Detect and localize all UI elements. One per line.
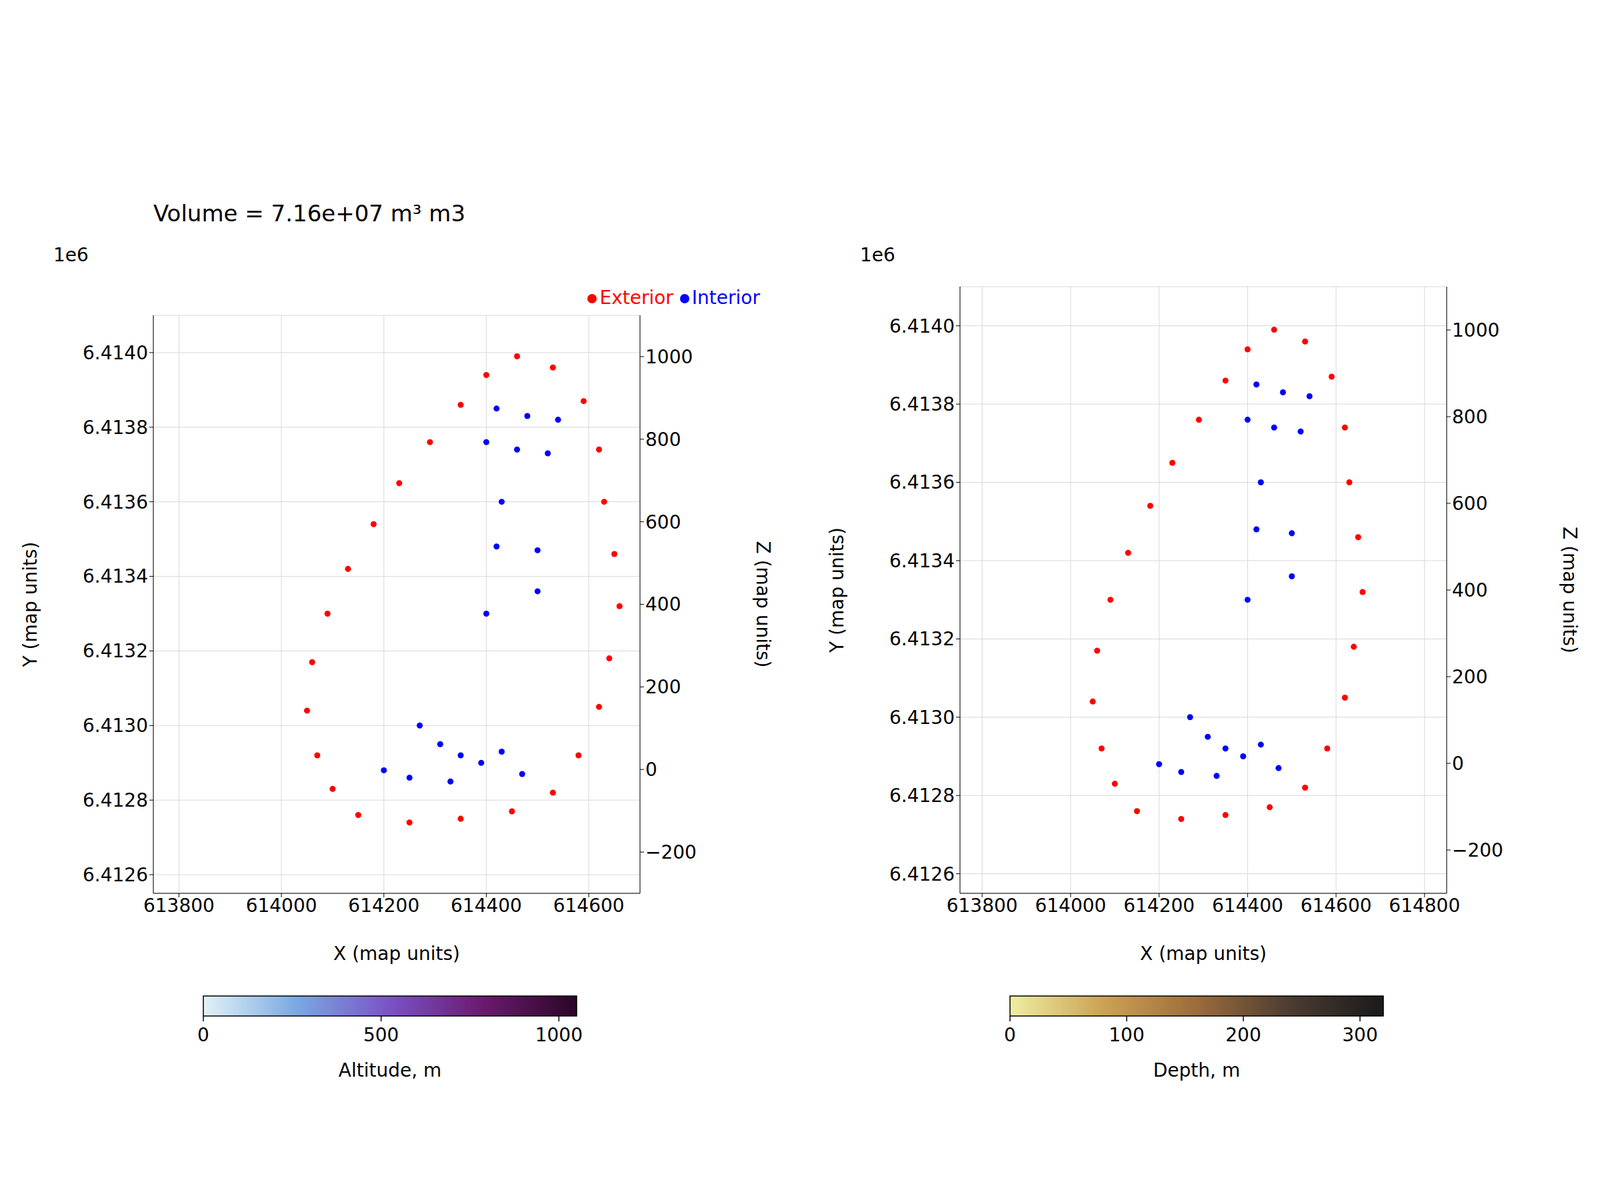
html-text:Exterior: Exterior xyxy=(599,286,674,309)
svg-text:1000: 1000 xyxy=(535,1024,583,1046)
svg-text:6.4138: 6.4138 xyxy=(82,416,148,439)
svg-text:614400: 614400 xyxy=(1212,894,1284,917)
svg-text:6.4126: 6.4126 xyxy=(82,864,148,886)
svg-text:613800: 613800 xyxy=(946,894,1018,917)
svg-text:200: 200 xyxy=(1225,1024,1261,1046)
svg-text:Altitude, m: Altitude, m xyxy=(338,1059,442,1082)
svg-text:614000: 614000 xyxy=(1034,894,1106,917)
svg-text:200: 200 xyxy=(1452,666,1488,688)
svg-text:6.4128: 6.4128 xyxy=(82,789,148,812)
svg-text:X (map units): X (map units) xyxy=(333,942,460,965)
svg-text:X (map units): X (map units) xyxy=(1140,942,1267,965)
svg-text:800: 800 xyxy=(645,428,681,451)
svg-text:614200: 614200 xyxy=(1123,894,1195,917)
svg-text:614600: 614600 xyxy=(553,894,625,917)
html-text:1e6: 1e6 xyxy=(53,244,89,266)
html-text:Volume = 7.16e+07 m³ m3: Volume = 7.16e+07 m³ m3 xyxy=(153,200,466,227)
svg-text:Y (map units): Y (map units) xyxy=(826,527,848,654)
svg-text:600: 600 xyxy=(645,511,681,534)
svg-text:614400: 614400 xyxy=(450,894,522,917)
svg-text:614600: 614600 xyxy=(1300,894,1372,917)
svg-text:0: 0 xyxy=(1004,1024,1016,1046)
svg-text:500: 500 xyxy=(363,1024,399,1046)
svg-text:100: 100 xyxy=(1108,1024,1144,1046)
svg-text:613800: 613800 xyxy=(143,894,215,917)
svg-text:6.4138: 6.4138 xyxy=(889,393,955,416)
svg-text:−200: −200 xyxy=(1452,839,1504,862)
svg-text:400: 400 xyxy=(1452,579,1488,602)
html-text:1e6: 1e6 xyxy=(860,244,896,266)
svg-text:1000: 1000 xyxy=(1452,319,1500,342)
svg-text:Z (map units): Z (map units) xyxy=(752,541,774,668)
svg-text:6.4130: 6.4130 xyxy=(889,706,955,729)
svg-text:614200: 614200 xyxy=(348,894,420,917)
svg-text:6.4126: 6.4126 xyxy=(889,863,955,886)
svg-text:200: 200 xyxy=(645,676,681,698)
svg-text:0: 0 xyxy=(645,758,658,781)
svg-text:400: 400 xyxy=(645,593,681,616)
svg-text:−200: −200 xyxy=(645,841,697,864)
svg-text:6.4128: 6.4128 xyxy=(889,784,955,807)
svg-text:6.4132: 6.4132 xyxy=(82,640,148,662)
svg-text:6.4134: 6.4134 xyxy=(889,550,955,572)
svg-text:614000: 614000 xyxy=(246,894,318,917)
svg-text:Depth, m: Depth, m xyxy=(1153,1059,1240,1082)
svg-text:1000: 1000 xyxy=(645,346,693,368)
svg-text:614800: 614800 xyxy=(1388,894,1460,917)
svg-text:Z (map units): Z (map units) xyxy=(1558,526,1581,654)
svg-text:800: 800 xyxy=(1452,406,1488,428)
svg-text:0: 0 xyxy=(1452,752,1464,775)
svg-text:6.4140: 6.4140 xyxy=(889,315,955,338)
svg-text:6.4130: 6.4130 xyxy=(82,714,148,737)
svg-text:6.4136: 6.4136 xyxy=(889,471,955,494)
svg-text:6.4134: 6.4134 xyxy=(82,565,148,588)
html-text:Interior: Interior xyxy=(691,286,760,309)
svg-text:6.4140: 6.4140 xyxy=(82,342,148,364)
svg-text:0: 0 xyxy=(197,1024,210,1046)
svg-text:600: 600 xyxy=(1452,492,1488,515)
svg-text:Y (map units): Y (map units) xyxy=(19,542,42,668)
svg-text:6.4132: 6.4132 xyxy=(889,628,955,650)
svg-text:300: 300 xyxy=(1342,1024,1378,1046)
svg-text:6.4136: 6.4136 xyxy=(82,491,148,514)
